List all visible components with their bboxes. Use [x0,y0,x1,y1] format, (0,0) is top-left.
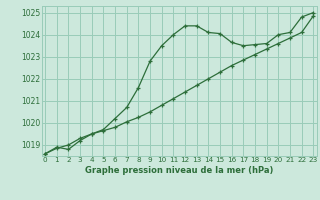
X-axis label: Graphe pression niveau de la mer (hPa): Graphe pression niveau de la mer (hPa) [85,166,273,175]
